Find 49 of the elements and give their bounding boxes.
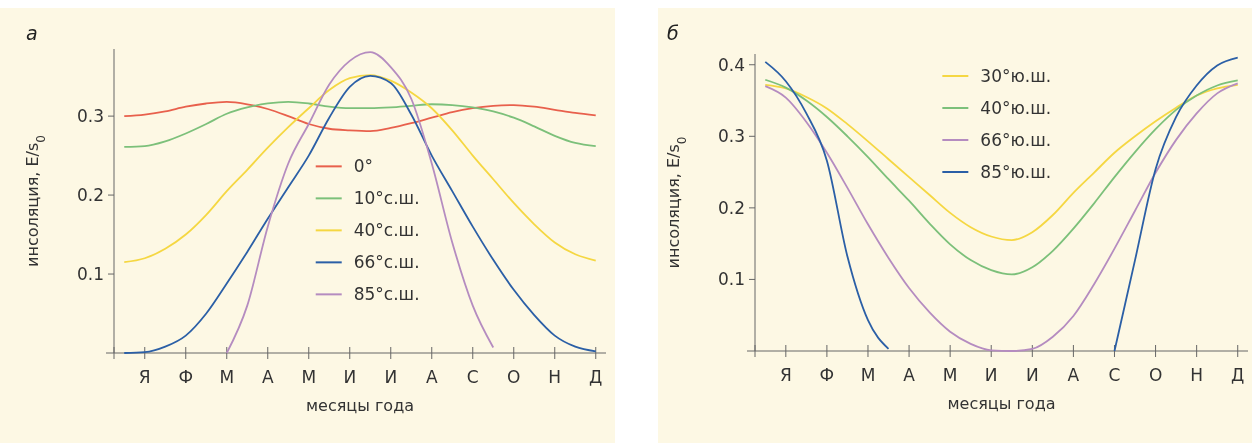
x-tick-label: Я [138, 367, 151, 387]
chart-title: б [667, 22, 679, 44]
y-tick-label: 0.3 [76, 106, 104, 127]
x-tick-label: О [1148, 365, 1163, 385]
x-tick-label: И [384, 367, 398, 387]
x-tick-label: О [507, 367, 521, 387]
x-tick-label: И [343, 367, 357, 387]
line-series [123, 74, 597, 354]
chart-title: а [26, 22, 38, 44]
x-tick-label: Я [779, 365, 792, 385]
y-tick-label: 0.1 [76, 263, 104, 284]
line-series [225, 51, 495, 354]
x-tick-label: И [1025, 365, 1039, 385]
y-tick-label: 0.4 [717, 54, 745, 75]
x-tick-label: С [1108, 365, 1121, 385]
x-tick-label: М [219, 367, 235, 387]
legend-label: 85°ю.ш. [980, 161, 1052, 182]
x-tick-label: Н [548, 367, 562, 387]
x-tick-label: М [942, 365, 958, 385]
legend-label: 66°ю.ш. [980, 129, 1052, 150]
legend-label: 40°с.ш. [353, 220, 420, 241]
y-tick-label: 0.1 [717, 269, 745, 290]
y-tick-label: 0.3 [717, 126, 745, 147]
legend-label: 10°с.ш. [353, 188, 420, 209]
y-tick-label: 0.2 [76, 185, 104, 206]
x-tick-label: А [903, 365, 916, 385]
x-tick-label: М [860, 365, 876, 385]
x-tick-label: Ф [178, 367, 194, 387]
line-series [123, 101, 597, 133]
x-tick-label: А [261, 367, 274, 387]
y-tick-label: 0.2 [717, 197, 745, 218]
legend-label: 40°ю.ш. [980, 97, 1052, 118]
line-series [123, 101, 597, 148]
legend-label: 0° [353, 156, 374, 177]
line-series [764, 83, 1239, 241]
x-axis-title: месяцы года [947, 394, 1056, 413]
x-tick-label: Д [589, 367, 603, 387]
x-tick-label: И [984, 365, 998, 385]
legend-label: 66°с.ш. [353, 252, 420, 273]
x-tick-label: А [425, 367, 438, 387]
x-tick-label: М [301, 367, 317, 387]
x-tick-label: Д [1231, 365, 1245, 385]
x-axis-title: месяцы года [305, 396, 415, 415]
legend-label: 30°ю.ш. [980, 65, 1052, 86]
x-tick-label: Ф [819, 365, 835, 385]
x-tick-label: Н [1190, 365, 1204, 385]
legend-label: 85°с.ш. [353, 284, 420, 305]
x-tick-label: С [466, 367, 479, 387]
x-tick-label: А [1067, 365, 1080, 385]
